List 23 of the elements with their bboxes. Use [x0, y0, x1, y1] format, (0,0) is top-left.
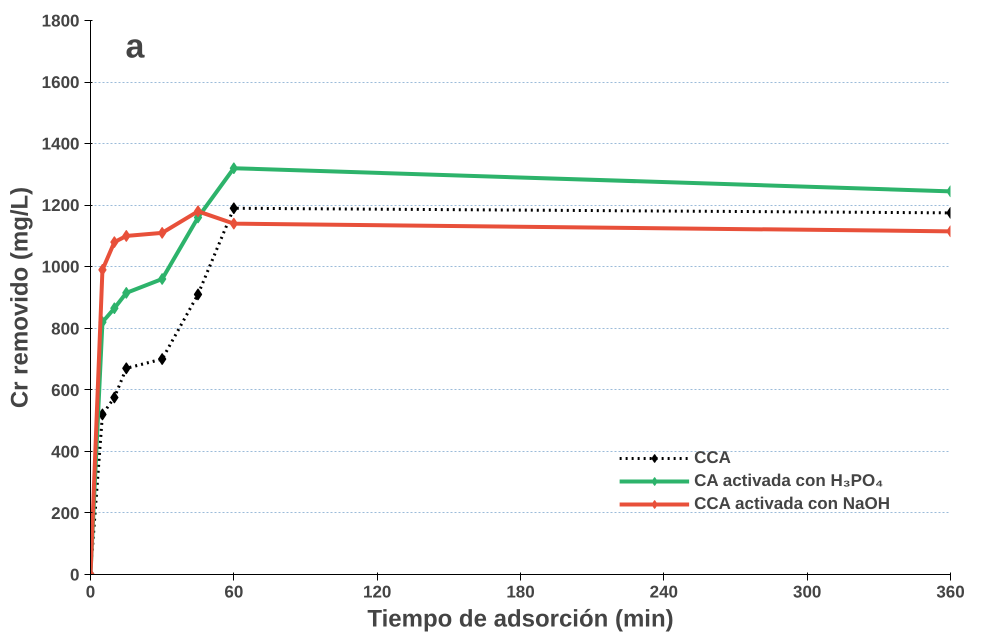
y-tick-label: 600 — [51, 380, 80, 400]
x-tick-label: 60 — [224, 582, 244, 602]
y-tick-label: 0 — [70, 566, 80, 584]
x-axis-title: Tiempo de adsorción (min) — [367, 606, 674, 632]
legend-label: CCA activada con NaOH — [694, 494, 890, 514]
legend-label: CA activada con H₃PO₄ — [694, 471, 884, 491]
y-tick-label: 1400 — [42, 134, 80, 154]
y-tick-label: 1200 — [42, 196, 80, 216]
y-tick-label: 200 — [51, 504, 80, 523]
y-tick-label: 400 — [51, 442, 80, 462]
y-tick-label: 1800 — [42, 12, 80, 30]
y-axis-title: Cr removido (mg/L) — [6, 186, 34, 408]
x-tick-label: 0 — [86, 582, 96, 602]
chart-title: a — [126, 28, 146, 66]
x-tick-label: 300 — [792, 582, 822, 602]
legend-label: CCA — [694, 448, 731, 468]
y-tick-label: 1600 — [42, 73, 80, 92]
x-tick-label: 120 — [362, 582, 392, 602]
y-tick-label: 800 — [51, 319, 80, 338]
y-tick-label: 1000 — [42, 258, 80, 277]
x-tick-label: 240 — [650, 582, 678, 602]
x-tick-label: 360 — [936, 582, 965, 602]
x-tick-label: 180 — [506, 582, 535, 602]
